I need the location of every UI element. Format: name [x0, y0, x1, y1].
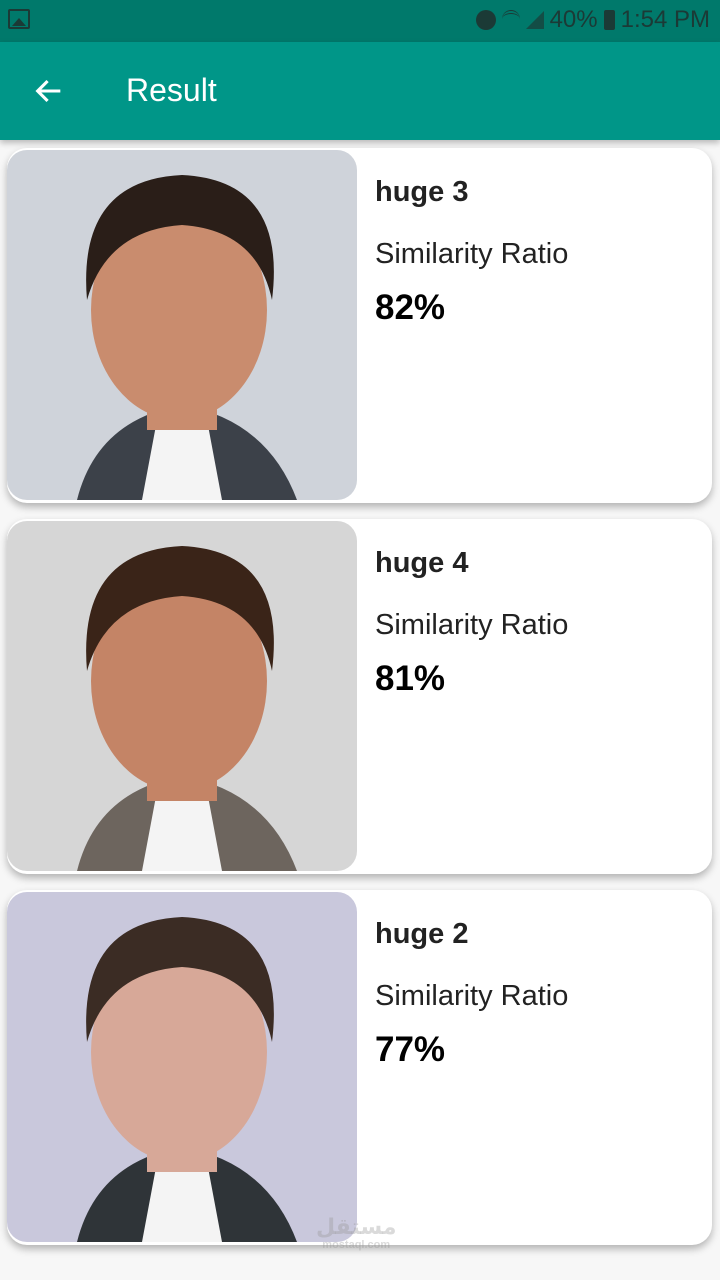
status-bar: 40% 1:54 PM	[0, 0, 720, 42]
alarm-icon	[475, 10, 496, 30]
watermark-logo: مستقل mostaql.com	[316, 1214, 397, 1252]
battery-icon	[603, 10, 615, 30]
similarity-label: Similarity Ratio	[375, 238, 569, 270]
face-photo	[7, 892, 357, 1242]
face-photo	[7, 150, 357, 500]
signal-icon	[525, 11, 544, 29]
similarity-value: 81%	[375, 659, 446, 698]
arrow-left-icon[interactable]	[32, 74, 66, 108]
app-bar: Result	[0, 42, 720, 140]
similarity-label: Similarity Ratio	[375, 980, 569, 1012]
clock: 1:54 PM	[620, 6, 710, 33]
similarity-value: 77%	[375, 1030, 446, 1069]
battery-percent: 40%	[549, 6, 598, 33]
result-card[interactable]: huge 3 Similarity Ratio 82%	[7, 148, 712, 503]
image-icon	[8, 9, 30, 29]
result-name: huge 4	[375, 547, 469, 579]
result-card[interactable]: huge 4 Similarity Ratio 81%	[7, 519, 712, 874]
page-title: Result	[126, 72, 217, 108]
wifi-icon	[501, 10, 520, 30]
result-card[interactable]: huge 2 Similarity Ratio 77%	[7, 890, 712, 1245]
face-photo	[7, 521, 357, 871]
similarity-label: Similarity Ratio	[375, 609, 569, 641]
similarity-value: 82%	[375, 288, 446, 327]
result-name: huge 3	[375, 176, 469, 208]
result-name: huge 2	[375, 918, 469, 950]
